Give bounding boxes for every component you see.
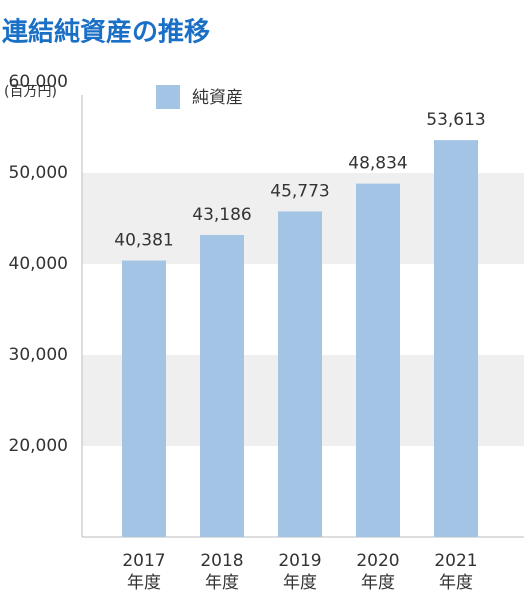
x-tick-label: 2017 年度 bbox=[122, 551, 166, 593]
data-label: 40,381 bbox=[114, 231, 173, 251]
bar bbox=[122, 260, 166, 537]
bar bbox=[356, 183, 400, 537]
x-tick-label: 2020 年度 bbox=[356, 551, 400, 593]
data-label: 45,773 bbox=[270, 181, 329, 201]
unit-label: (百万円) bbox=[4, 84, 57, 100]
y-tick-label: 60,000 bbox=[9, 72, 68, 92]
y-tick-label: 30,000 bbox=[9, 345, 68, 365]
x-tick-label: 2021 年度 bbox=[434, 551, 478, 593]
data-label: 48,834 bbox=[348, 154, 407, 174]
legend-swatch bbox=[156, 85, 180, 109]
data-label: 53,613 bbox=[426, 110, 485, 130]
x-tick-label: 2018 年度 bbox=[200, 551, 244, 593]
data-label: 43,186 bbox=[192, 205, 251, 225]
bar bbox=[434, 140, 478, 537]
chart-title: 連結純資産の推移 bbox=[2, 17, 210, 48]
y-tick-label: 20,000 bbox=[9, 436, 68, 456]
bar bbox=[278, 211, 322, 537]
legend-label: 純資産 bbox=[192, 88, 243, 108]
y-tick-label: 40,000 bbox=[9, 254, 68, 274]
y-tick-label: 50,000 bbox=[9, 163, 68, 183]
bar bbox=[200, 235, 244, 538]
x-tick-label: 2019 年度 bbox=[278, 551, 322, 593]
